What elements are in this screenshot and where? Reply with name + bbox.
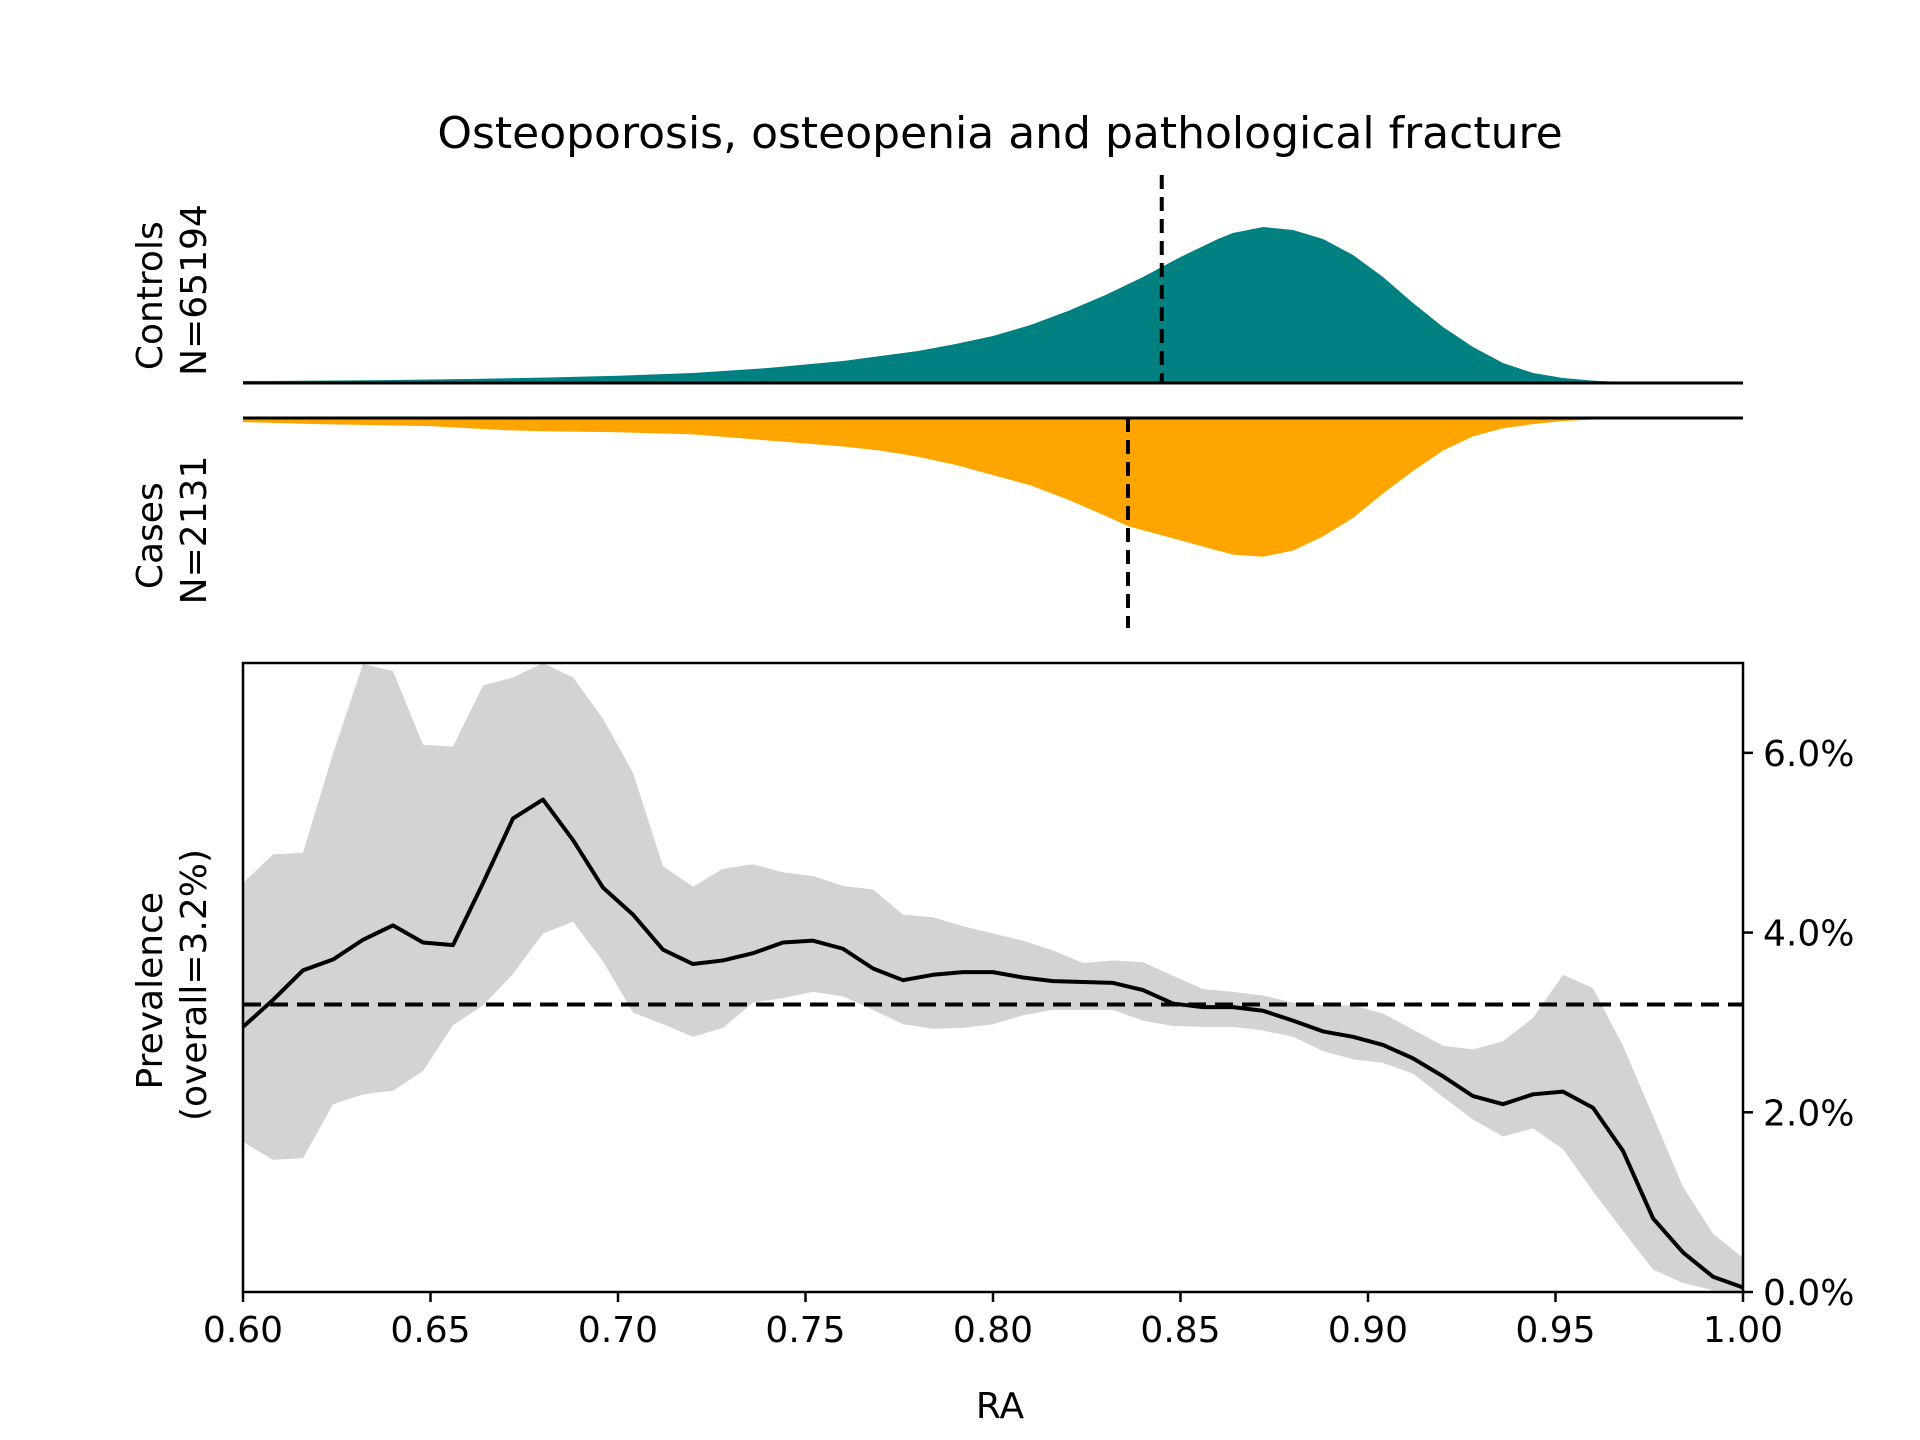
y-axis-label-line1: Prevalence xyxy=(130,892,171,1090)
cases-label: Cases N=2131 xyxy=(130,456,215,605)
x-tick-label: 0.80 xyxy=(953,1310,1033,1351)
x-tick-label: 0.70 xyxy=(578,1310,658,1351)
chart-title: Osteoporosis, osteopenia and pathologica… xyxy=(437,108,1562,159)
y-tick-label: 0.0% xyxy=(1763,1273,1854,1314)
y-tick-label: 6.0% xyxy=(1763,734,1854,775)
prevalence-line xyxy=(241,797,1744,1290)
x-tick-label: 0.65 xyxy=(390,1310,470,1351)
x-tick-label: 0.90 xyxy=(1328,1310,1408,1351)
prevalence-panel: 0.60 0.65 0.70 0.75 0.80 0.85 0.90 0.95 1.00 0.0… xyxy=(130,661,1854,1427)
controls-label: Controls N=65194 xyxy=(130,204,215,376)
y-axis-label: Prevalence (overall=3.2%) xyxy=(130,849,215,1121)
y-axis-label-line2: (overall=3.2%) xyxy=(174,849,215,1121)
cases-label-line2: N=2131 xyxy=(174,456,215,605)
controls-label-line2: N=65194 xyxy=(174,204,215,376)
controls-density-area xyxy=(243,227,1743,383)
x-tick-label: 0.85 xyxy=(1140,1310,1220,1351)
confidence-band xyxy=(243,663,1743,1292)
y-tick-label: 4.0% xyxy=(1763,914,1854,955)
controls-panel: Controls N=65194 xyxy=(130,175,1743,385)
y-tick-label: 2.0% xyxy=(1763,1093,1854,1134)
x-axis: 0.60 0.65 0.70 0.75 0.80 0.85 0.90 0.95 1.00 xyxy=(203,1292,1783,1351)
x-axis-label: RA xyxy=(976,1386,1025,1427)
controls-label-line1: Controls xyxy=(130,221,171,370)
cases-density-area xyxy=(243,418,1743,557)
x-tick-label: 0.75 xyxy=(765,1310,845,1351)
x-tick-label: 0.60 xyxy=(203,1310,283,1351)
y-axis-right: 0.0% 2.0% 4.0% 6.0% xyxy=(1743,734,1854,1314)
cases-panel: Cases N=2131 xyxy=(130,416,1743,628)
cases-label-line1: Cases xyxy=(130,482,171,589)
x-tick-label: 0.95 xyxy=(1515,1310,1595,1351)
x-tick-label: 1.00 xyxy=(1703,1310,1783,1351)
